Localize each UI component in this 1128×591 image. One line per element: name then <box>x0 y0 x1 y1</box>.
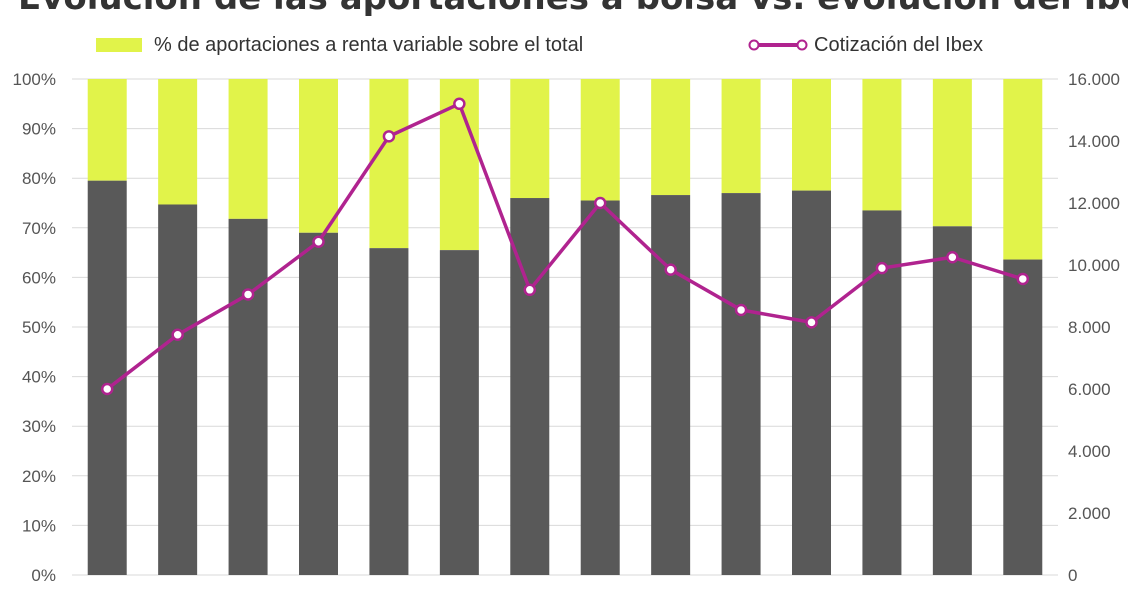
series-line <box>106 102 1024 391</box>
bar <box>158 204 198 575</box>
left-tick-label: 70% <box>22 219 56 238</box>
bar <box>1003 259 1043 575</box>
legend-swatch-line <box>748 39 808 51</box>
legend-item-line: Cotización del Ibex <box>748 30 983 60</box>
bar-remainder <box>651 79 691 196</box>
line-point <box>100 382 114 396</box>
line-point <box>312 235 325 248</box>
line-point <box>664 263 677 276</box>
bar-remainder <box>580 79 620 201</box>
bar-remainder <box>1003 79 1043 260</box>
legend-label-line: Cotización del Ibex <box>814 33 983 56</box>
right-tick-label: 0 <box>1068 566 1077 585</box>
line-point <box>382 130 396 143</box>
bar <box>228 218 268 575</box>
bar-remainder <box>721 79 761 194</box>
line-point <box>1016 272 1030 286</box>
line-point <box>875 261 889 275</box>
bar-remainder <box>862 79 902 211</box>
bar-remainder <box>932 79 972 227</box>
left-tick-label: 40% <box>22 368 56 387</box>
bar <box>439 250 479 575</box>
line-point <box>734 303 748 317</box>
bar <box>651 195 691 575</box>
bar-remainder <box>369 79 409 249</box>
right-tick-label: 14.000 <box>1068 132 1120 151</box>
line-point <box>171 328 184 341</box>
legend-label-bars: % de aportaciones a renta variable sobre… <box>154 33 584 56</box>
right-tick-label: 10.000 <box>1068 256 1120 275</box>
right-tick-label: 8.000 <box>1068 318 1111 337</box>
line-point <box>241 288 255 301</box>
line-point <box>946 251 959 264</box>
bar <box>369 248 409 576</box>
bar-remainder <box>510 79 550 199</box>
right-axis: 0 2.000 4.000 6.000 8.000 10.000 12.000 14.000 1… <box>1068 70 1120 585</box>
chart-legend: % de aportaciones a renta variable sobre… <box>0 30 1128 60</box>
line-point <box>453 97 466 111</box>
line-series <box>100 97 1030 396</box>
right-tick-label: 4.000 <box>1068 442 1111 461</box>
right-tick-label: 2.000 <box>1068 504 1111 523</box>
right-tick-label: 12.000 <box>1068 194 1120 213</box>
bar-remainder <box>228 79 268 219</box>
legend-swatch-bars <box>96 38 142 52</box>
left-tick-label: 80% <box>22 169 56 188</box>
bar <box>580 200 620 575</box>
left-tick-label: 90% <box>22 120 56 139</box>
bar-remainder <box>87 79 127 181</box>
left-axis: 0% 10% 20% 30% 40% 50% 60% 70% 80% 90% 100% <box>13 70 56 585</box>
left-tick-label: 20% <box>22 467 56 486</box>
grid-lines <box>72 78 1058 576</box>
bar-remainder <box>299 79 338 233</box>
chart-title: Evolución de las aportaciones a bolsa vs… <box>0 0 1128 18</box>
bar <box>792 190 831 575</box>
left-tick-label: 50% <box>22 318 56 337</box>
left-tick-label: 0% <box>31 566 56 585</box>
bar-remainder <box>792 79 831 191</box>
bar <box>721 193 761 575</box>
bar <box>510 198 550 576</box>
line-point <box>805 316 818 329</box>
right-tick-label: 6.000 <box>1068 380 1111 399</box>
bar <box>299 232 338 575</box>
bar <box>932 226 972 575</box>
right-tick-label: 16.000 <box>1068 70 1120 89</box>
legend-item-bars: % de aportaciones a renta variable sobre… <box>96 30 583 60</box>
left-tick-label: 100% <box>13 70 56 89</box>
left-tick-label: 30% <box>22 417 56 436</box>
bar-remainder <box>158 79 198 205</box>
line-point <box>523 283 537 297</box>
left-tick-label: 60% <box>22 268 56 287</box>
left-tick-label: 10% <box>22 516 56 535</box>
line-point <box>593 196 607 210</box>
